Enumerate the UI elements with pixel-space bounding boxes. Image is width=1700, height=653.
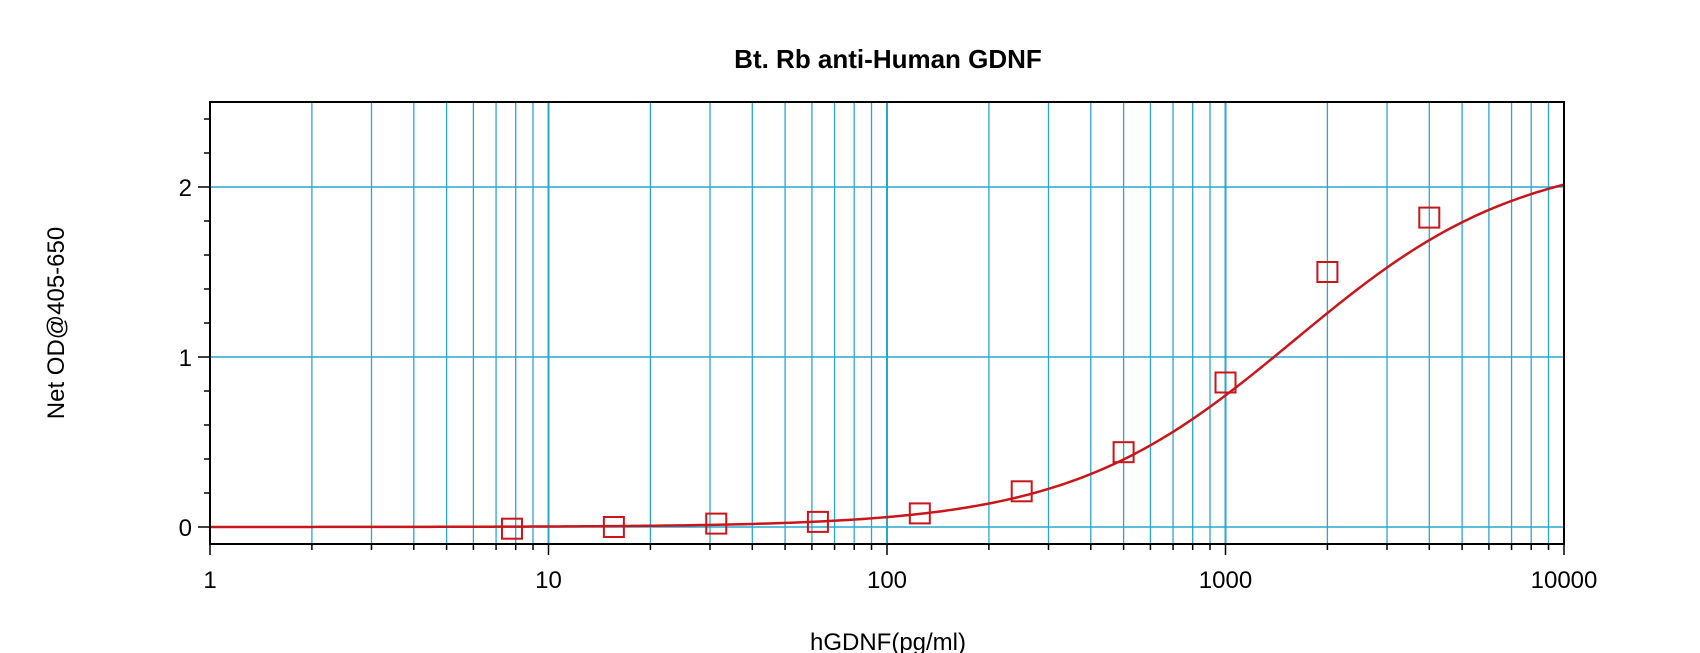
data-point <box>1112 441 1135 464</box>
x-axis: 1 10 100 1000 10000 <box>203 544 1597 594</box>
data-point <box>1010 480 1033 503</box>
data-point <box>602 516 625 538</box>
y-axis-label: Net OD@405-650 <box>43 227 70 419</box>
x-tick-label: 1000 <box>1199 567 1252 594</box>
data-points <box>500 206 1441 540</box>
x-tick-label: 100 <box>867 567 907 594</box>
data-point <box>806 510 829 533</box>
data-point <box>705 512 728 535</box>
chart-title: Bt. Rb anti-Human GDNF <box>734 44 1042 74</box>
fit-curve-layer <box>210 183 1565 529</box>
data-point <box>1214 371 1237 394</box>
x-tick-label: 1 <box>203 567 216 594</box>
y-axis: 0 1 2 <box>179 118 210 542</box>
y-tick-label: 1 <box>179 345 192 372</box>
data-point <box>1418 206 1441 229</box>
y-tick-label: 0 <box>179 515 192 542</box>
plot-area <box>209 101 1565 545</box>
x-tick-label: 10000 <box>1531 567 1598 594</box>
x-axis-label: hGDNF(pg/ml) <box>810 629 966 653</box>
x-tick-label: 10 <box>535 567 562 594</box>
grid-lines <box>210 102 1564 544</box>
y-tick-label: 2 <box>179 175 192 202</box>
fit-curve <box>210 183 1565 529</box>
data-point <box>1316 261 1339 283</box>
data-point <box>500 517 523 540</box>
data-point <box>908 502 931 525</box>
